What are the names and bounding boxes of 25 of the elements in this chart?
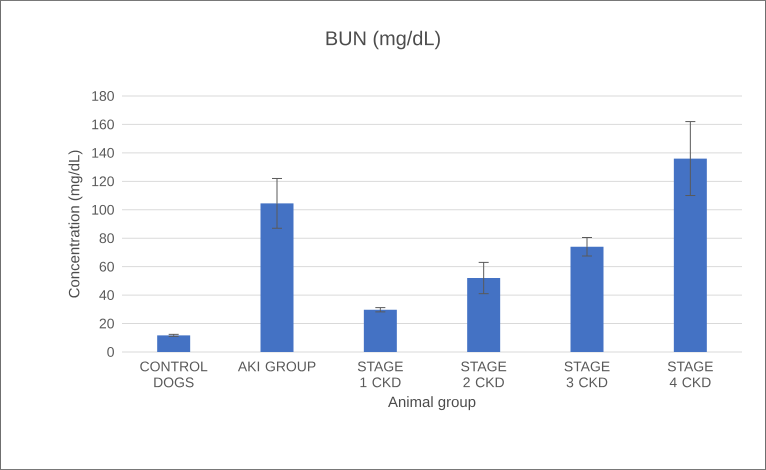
bar xyxy=(674,158,707,352)
y-tick-label: 140 xyxy=(92,148,114,158)
x-tick-label: STAGE 3 CKD xyxy=(564,361,610,388)
bar xyxy=(467,278,500,352)
y-tick-label: 80 xyxy=(100,233,114,244)
y-tick-label: 100 xyxy=(92,204,114,215)
y-tick-label: 40 xyxy=(99,290,114,300)
x-tick-label: STAGE 1 CKD xyxy=(358,361,403,388)
x-axis-title: Animal group xyxy=(388,396,476,410)
x-tick-label: STAGE 4 CKD xyxy=(668,361,713,388)
x-tick-label: AKI GROUP xyxy=(238,361,316,372)
bar xyxy=(260,203,294,352)
y-tick-label: 0 xyxy=(107,347,114,357)
chart-title: BUN (mg/dL) xyxy=(326,30,440,50)
y-tick-label: 120 xyxy=(92,176,114,186)
y-axis-title: Concentration (mg/dL) xyxy=(68,150,82,298)
bar xyxy=(364,310,397,352)
x-tick-label: STAGE 2 CKD xyxy=(461,361,506,388)
bar xyxy=(157,335,190,352)
y-tick-label: 160 xyxy=(92,119,114,130)
y-tick-label: 60 xyxy=(100,262,114,272)
x-tick-label: CONTROL DOGS xyxy=(140,361,208,388)
bar xyxy=(570,246,604,352)
y-tick-label: 20 xyxy=(100,318,114,328)
y-tick-label: 180 xyxy=(92,91,114,101)
